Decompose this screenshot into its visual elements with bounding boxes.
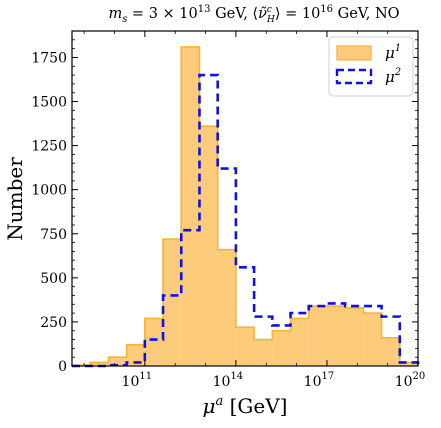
mu1-bar — [326, 306, 346, 366]
y-tick-label: 0 — [58, 359, 67, 375]
mu1-outline — [71, 46, 419, 366]
x-tick-label: 1011 — [122, 371, 153, 390]
series-mu1-layer — [71, 46, 419, 367]
legend: μ1 μ2 — [328, 36, 414, 97]
mu1-bar — [290, 318, 309, 366]
mu1-bar — [108, 357, 127, 366]
legend-label-mu2: μ2 — [385, 67, 401, 86]
mu1-bar — [363, 313, 382, 366]
mu1-bar — [345, 307, 364, 366]
legend-swatch-mu2 — [335, 68, 373, 85]
x-axis: 1011 1014 1017 1020 — [83, 31, 426, 390]
y-tick-label: 1750 — [31, 50, 67, 66]
x-tick-label: 1017 — [304, 371, 335, 390]
y-tick-label: 1500 — [31, 95, 67, 111]
y-tick-label: 750 — [40, 227, 67, 243]
y-tick-label: 1000 — [31, 183, 67, 199]
y-axis: 0 250 500 750 1000 1250 1500 1750 — [31, 39, 418, 375]
y-tick-label: 250 — [40, 315, 67, 331]
mu1-bar — [90, 362, 109, 366]
mu1-bar — [181, 46, 200, 367]
chart-title: ms = 3 × 1013 GeV, ⟨ν̃c H⟩ = 1016 GeV, NO — [108, 4, 399, 25]
legend-label-mu1: μ1 — [385, 43, 401, 62]
x-tick-label: 1014 — [213, 371, 244, 390]
y-tick-label: 1250 — [31, 139, 67, 155]
legend-swatch-mu1 — [336, 45, 372, 61]
mu1-bar — [399, 362, 418, 366]
mu1-bar — [235, 327, 255, 366]
x-tick-label: 1020 — [395, 371, 426, 390]
mu1-bar — [163, 239, 182, 366]
mu1-bar — [126, 344, 145, 366]
mu1-bar — [254, 339, 273, 366]
y-tick-label: 500 — [40, 271, 67, 287]
mu1-bar — [217, 249, 236, 366]
mu1-bar — [381, 337, 400, 366]
mu1-bar — [308, 306, 327, 366]
mu2-step-line — [72, 73, 420, 368]
y-axis-title: Number — [3, 157, 27, 241]
x-axis-title: μa [GeV] — [203, 394, 288, 418]
series-mu2-layer — [72, 73, 420, 368]
mu1-bar — [144, 318, 164, 366]
mu1-bar — [199, 126, 218, 366]
mu1-bar — [272, 330, 291, 366]
